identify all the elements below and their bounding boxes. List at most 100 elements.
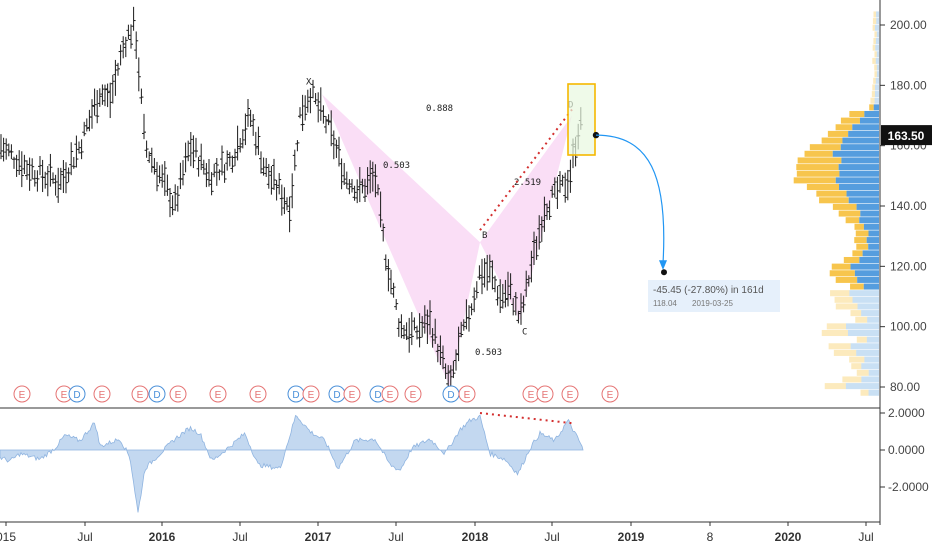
ohlc-bar (389, 269, 393, 295)
volume-bar-up (809, 144, 841, 151)
volume-bar-up (821, 137, 843, 144)
ohlc-bar (97, 88, 102, 107)
ohlc-bar (217, 169, 222, 181)
ohlc-bar (568, 159, 573, 193)
volume-bar-up (856, 336, 867, 343)
ohlc-bar (526, 275, 531, 287)
volume-bar-down (874, 84, 879, 91)
price-tick-label: 80.00 (890, 380, 920, 394)
volume-bar-down (838, 164, 879, 171)
ohlc-bar (308, 88, 313, 114)
prz-highlight-box (567, 83, 596, 156)
pattern-ratio: 0.888 (426, 104, 453, 114)
ohlc-bar (157, 165, 162, 184)
ohlc-bar (282, 187, 287, 215)
ohlc-bar (272, 158, 276, 190)
ohlc-bar (201, 159, 206, 175)
volume-bar-down (848, 197, 879, 204)
ohlc-bar (420, 316, 425, 338)
volume-bar-down (874, 97, 879, 104)
ohlc-bar (451, 360, 456, 379)
ohlc-bar (521, 295, 526, 313)
volume-bar-down (874, 24, 879, 31)
volume-bar-up (873, 11, 877, 18)
volume-bar-up (831, 263, 851, 270)
volume-bar-up (860, 389, 869, 396)
volume-bar-down (867, 316, 879, 323)
ohlc-bar (64, 162, 68, 194)
ohlc-bar (565, 169, 570, 201)
event-marker-earnings: E (169, 385, 187, 403)
ohlc-bar (503, 279, 508, 308)
ohlc-bar (532, 231, 536, 266)
ohlc-bar (246, 99, 250, 127)
event-letter: E (387, 390, 394, 401)
ohlc-bar (321, 105, 326, 124)
ohlc-bar (71, 156, 76, 169)
volume-bar-down (845, 383, 879, 390)
ohlc-bar (378, 191, 383, 228)
volume-bar-down (875, 57, 879, 64)
event-circle (209, 385, 227, 403)
ohlc-bar (90, 99, 94, 129)
time-tick-label: 2017 (305, 530, 332, 544)
event-marker-dividend: D (68, 385, 86, 403)
time-tick-label: 2019 (618, 530, 645, 544)
ohlc-bar (279, 184, 284, 216)
volume-bar-down (832, 150, 879, 157)
ohlc-bar (6, 143, 11, 157)
ohlc-bar (30, 158, 35, 180)
event-marker-earnings: E (209, 385, 227, 403)
volume-bar-down (864, 356, 879, 363)
ohlc-bar (183, 142, 188, 173)
ohlc-bar (243, 113, 248, 146)
ohlc-bar (422, 305, 427, 334)
ohlc-bar (316, 92, 321, 123)
projection-target-date: 2019-03-25 (692, 299, 733, 308)
ohlc-bar (118, 44, 123, 66)
event-marker-earnings: E (13, 385, 31, 403)
ohlc-bar (230, 155, 235, 173)
event-circle (343, 385, 361, 403)
ohlc-bar (448, 365, 453, 387)
event-circle (13, 385, 31, 403)
volume-bar-down (842, 137, 879, 144)
volume-bar-up (874, 31, 877, 38)
ohlc-bar (513, 292, 518, 316)
ohlc-bar (152, 158, 157, 175)
ohlc-bar (474, 281, 479, 299)
ohlc-bar (550, 185, 555, 198)
ohlc-bar (368, 160, 373, 194)
ohlc-bar (334, 139, 339, 158)
projection-arc (595, 134, 665, 264)
ohlc-bar (537, 215, 542, 250)
ohlc-bar (87, 109, 92, 132)
volume-bar-up (873, 37, 876, 45)
volume-bar-down (850, 343, 879, 350)
event-letter: D (153, 390, 160, 401)
volume-bar-down (868, 230, 879, 237)
volume-bar-down (868, 389, 879, 396)
event-marker-dividend: D (328, 385, 346, 403)
ohlc-bar (123, 36, 128, 58)
ohlc-bar (344, 171, 349, 189)
ohlc-bar (409, 312, 414, 346)
ohlc-bar (235, 125, 240, 161)
ohlc-bar (370, 161, 375, 192)
ohlc-bar (487, 254, 492, 283)
time-tick-label: 015 (0, 530, 16, 544)
volume-bar-up (851, 363, 862, 370)
ohlc-bar (407, 317, 412, 353)
event-circle (458, 385, 476, 403)
ohlc-bar (329, 110, 334, 147)
ohlc-bar (12, 156, 16, 169)
volume-bar-down (876, 31, 879, 38)
ohlc-bar (555, 176, 560, 209)
pattern-point-c: C (522, 328, 527, 338)
volume-bar-up (840, 117, 860, 124)
ohlc-bar (103, 84, 107, 107)
ohlc-bar (305, 89, 310, 113)
volume-bar-up (793, 177, 836, 184)
volume-bar-up (849, 356, 865, 363)
